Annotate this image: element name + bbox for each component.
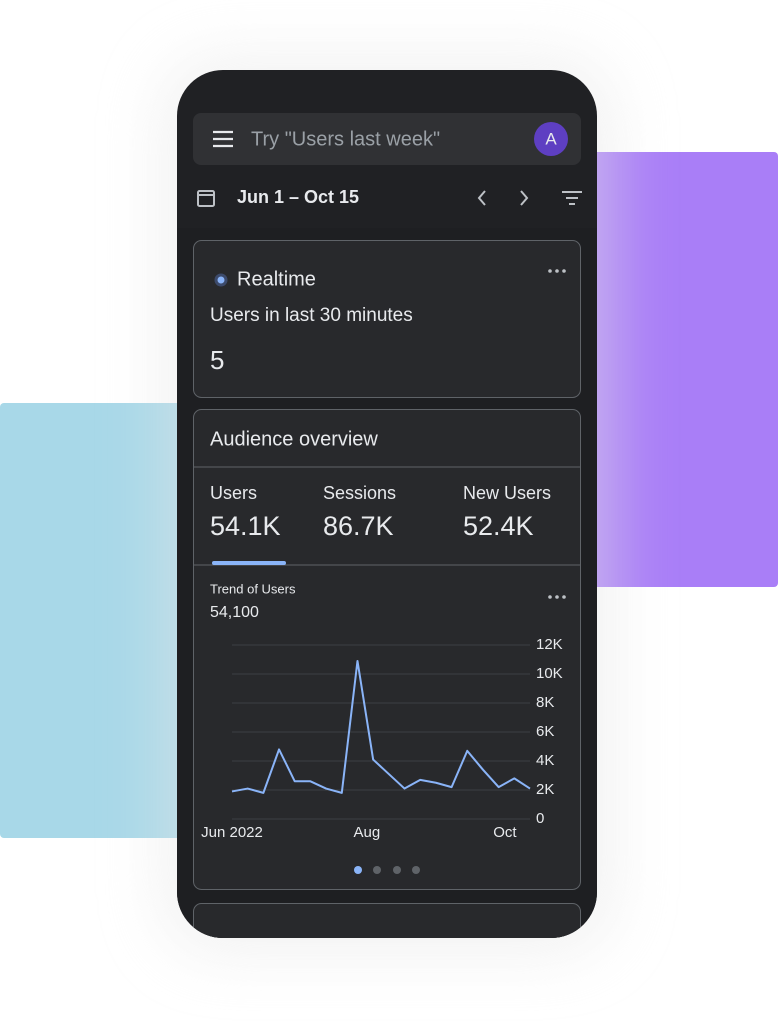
blue-panel — [0, 403, 190, 838]
next-card — [193, 903, 581, 938]
avatar-letter: A — [545, 129, 557, 148]
y-tick-label: 2K — [536, 781, 554, 798]
search-placeholder: Try "Users last week" — [251, 128, 440, 150]
x-tick-label: Jun 2022 — [201, 824, 263, 841]
y-tick-label: 12K — [536, 636, 563, 653]
y-tick-label: 0 — [536, 810, 544, 827]
metric-label: New Users — [463, 483, 551, 503]
phone: Try "Users last week" A Jun 1 – Oct 15 R… — [177, 70, 597, 938]
metric-value: 86.7K — [323, 511, 394, 541]
y-tick-label: 10K — [536, 665, 563, 682]
x-tick-label: Aug — [354, 824, 381, 841]
y-tick-label: 6K — [536, 723, 554, 740]
audience-card — [193, 409, 581, 890]
more-icon[interactable] — [548, 595, 566, 599]
date-range[interactable]: Jun 1 – Oct 15 — [237, 187, 359, 207]
realtime-value: 5 — [210, 345, 224, 375]
chart-title: Trend of Users — [210, 581, 296, 596]
search-bar[interactable] — [193, 113, 581, 165]
realtime-label: Realtime — [237, 268, 316, 290]
chart: 0 2K 4K 6K 8K 10K 12K Jun 2022 Aug Oct — [201, 636, 563, 841]
y-tick-label: 4K — [536, 752, 554, 769]
realtime-dot — [214, 273, 228, 287]
audience-title: Audience overview — [210, 428, 378, 450]
metric-value: 54.1K — [210, 511, 281, 541]
pagination[interactable] — [354, 866, 420, 874]
realtime-subtitle: Users in last 30 minutes — [210, 305, 413, 326]
trend-line — [231, 659, 531, 794]
more-icon[interactable] — [548, 269, 566, 273]
menu-icon[interactable] — [213, 130, 233, 148]
calendar-icon — [197, 190, 215, 207]
metric-value: 52.4K — [463, 511, 534, 541]
tab-indicator — [212, 561, 286, 565]
realtime-card[interactable] — [193, 240, 581, 398]
metric-label: Sessions — [323, 483, 396, 503]
x-tick-label: Oct — [493, 824, 517, 841]
avatar[interactable] — [534, 122, 568, 156]
chart-subtitle: 54,100 — [210, 604, 259, 621]
y-tick-label: 8K — [536, 694, 554, 711]
metric-label: Users — [210, 483, 257, 503]
purple-panel — [590, 152, 778, 587]
nav-icons[interactable] — [477, 190, 582, 206]
